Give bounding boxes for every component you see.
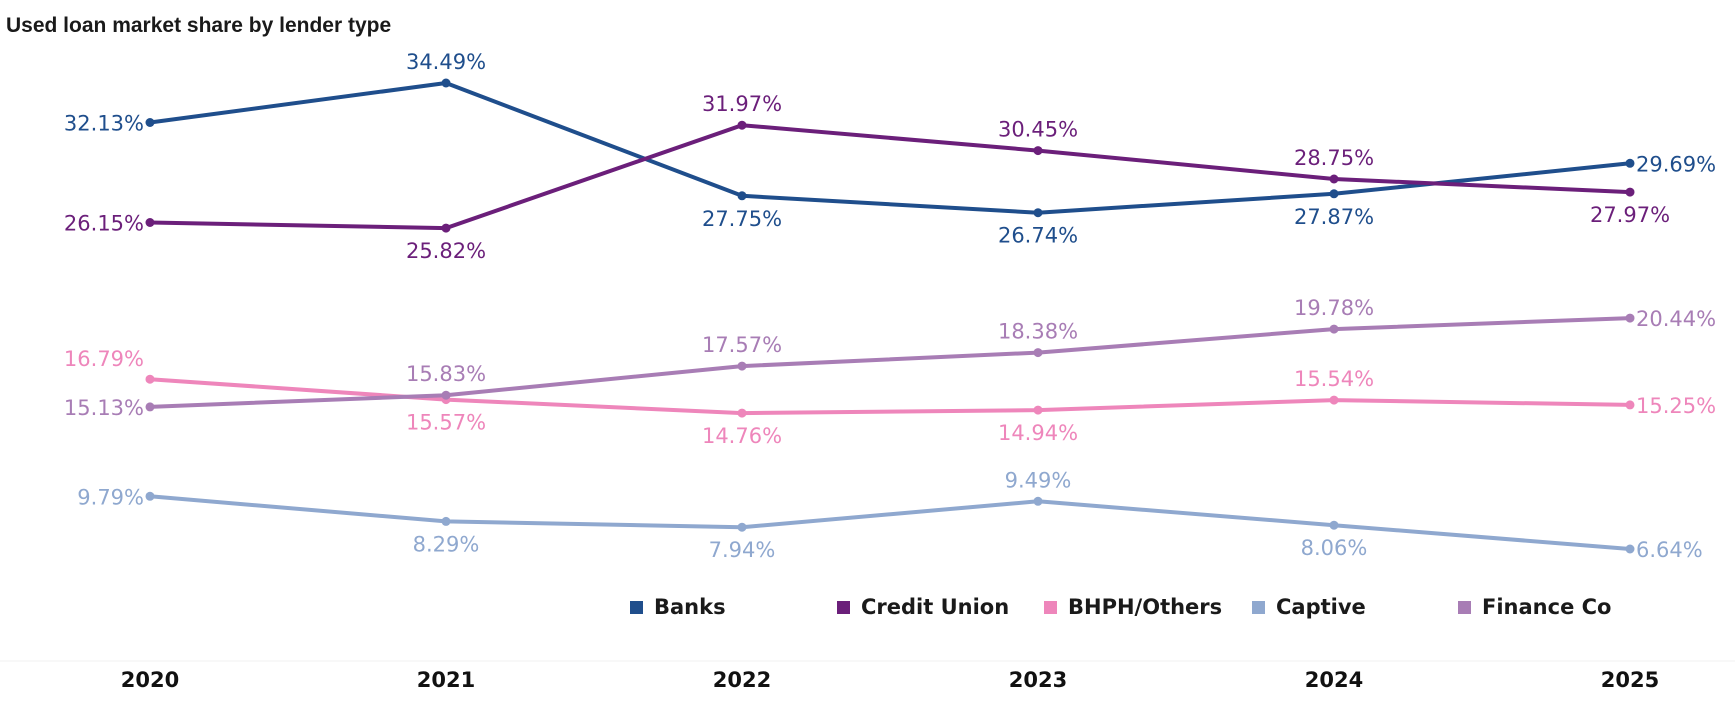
data-label-credit-union-2025: 27.97% — [1590, 203, 1670, 227]
point-captive-2021 — [441, 516, 451, 526]
data-label-bhph-others-2021: 15.57% — [406, 411, 486, 435]
point-credit-union-2020 — [145, 218, 155, 227]
point-credit-union-2023 — [1033, 146, 1043, 156]
series-lines — [148, 81, 1632, 551]
legend-item-credit-union: Credit Union — [837, 595, 1009, 619]
legend-item-bhph-others: BHPH/Others — [1044, 595, 1222, 619]
legend-label-bhph-others: BHPH/Others — [1068, 595, 1222, 619]
point-banks-2021 — [441, 78, 451, 88]
data-label-finance-co-2022: 17.57% — [702, 333, 782, 357]
data-label-captive-2022: 7.94% — [709, 538, 776, 562]
data-label-finance-co-2023: 18.38% — [998, 320, 1078, 344]
legend-swatch-credit-union — [837, 601, 850, 614]
data-label-finance-co-2025: 20.44% — [1636, 307, 1716, 331]
line-finance-co — [148, 316, 1632, 409]
data-label-bhph-others-2023: 14.94% — [998, 421, 1078, 445]
data-label-finance-co-2024: 19.78% — [1294, 296, 1374, 320]
data-label-bhph-others-2025: 15.25% — [1636, 394, 1716, 418]
point-banks-2020 — [145, 118, 155, 127]
series-points — [145, 78, 1635, 554]
legend-swatch-finance-co — [1458, 601, 1471, 614]
data-label-bhph-others-2020: 16.79% — [64, 347, 144, 371]
point-finance-co-2024 — [1329, 324, 1339, 334]
data-label-banks-2022: 27.75% — [702, 207, 782, 231]
point-credit-union-2021 — [441, 223, 451, 233]
x-axis: 2020 2021 2022 2023 2024 2025 — [0, 660, 1735, 692]
x-tick-2021: 2021 — [417, 668, 475, 692]
point-bhph-others-2020 — [145, 374, 155, 384]
data-label-captive-2021: 8.29% — [413, 532, 480, 556]
point-credit-union-2024 — [1329, 174, 1339, 184]
data-label-credit-union-2020: 26.15% — [64, 212, 144, 236]
data-label-captive-2024: 8.06% — [1301, 536, 1368, 560]
point-finance-co-2021 — [441, 390, 451, 400]
data-label-credit-union-2021: 25.82% — [406, 239, 486, 263]
data-label-finance-co-2020: 15.13% — [64, 396, 144, 420]
data-label-captive-2025: 6.64% — [1636, 538, 1703, 562]
data-label-bhph-others-2024: 15.54% — [1294, 367, 1374, 391]
point-finance-co-2022 — [737, 361, 747, 371]
data-label-banks-2023: 26.74% — [998, 224, 1078, 248]
legend-label-banks: Banks — [654, 595, 726, 619]
x-tick-2020: 2020 — [121, 668, 179, 692]
legend-item-captive: Captive — [1252, 595, 1366, 619]
point-credit-union-2025 — [1625, 187, 1635, 197]
legend-swatch-captive — [1252, 601, 1265, 614]
data-label-banks-2021: 34.49% — [406, 50, 486, 74]
line-captive — [148, 494, 1632, 551]
point-captive-2025 — [1625, 544, 1635, 554]
data-label-banks-2024: 27.87% — [1294, 205, 1374, 229]
data-labels: 32.13% 34.49% 27.75% 26.74% 27.87% 29.69% 26.1… — [64, 50, 1716, 562]
data-label-captive-2023: 9.49% — [1005, 468, 1072, 492]
legend-label-captive: Captive — [1276, 595, 1366, 619]
point-captive-2024 — [1329, 520, 1339, 530]
point-finance-co-2020 — [145, 402, 155, 412]
data-label-credit-union-2022: 31.97% — [702, 92, 782, 116]
point-bhph-others-2023 — [1033, 405, 1043, 415]
chart-title: Used loan market share by lender type — [6, 14, 392, 37]
point-bhph-others-2025 — [1625, 400, 1635, 410]
point-finance-co-2023 — [1033, 348, 1043, 358]
data-label-captive-2020: 9.79% — [77, 485, 144, 509]
point-captive-2020 — [145, 491, 155, 501]
data-label-credit-union-2023: 30.45% — [998, 118, 1078, 142]
x-tick-2024: 2024 — [1305, 668, 1363, 692]
point-bhph-others-2024 — [1329, 395, 1339, 405]
legend-swatch-bhph-others — [1044, 601, 1057, 614]
point-banks-2023 — [1033, 208, 1043, 218]
data-label-credit-union-2024: 28.75% — [1294, 146, 1374, 170]
legend-swatch-banks — [630, 601, 643, 614]
data-label-bhph-others-2022: 14.76% — [702, 424, 782, 448]
x-tick-2025: 2025 — [1601, 668, 1659, 692]
data-label-banks-2025: 29.69% — [1636, 152, 1716, 176]
data-label-banks-2020: 32.13% — [64, 112, 144, 136]
point-finance-co-2025 — [1625, 313, 1635, 323]
legend-label-finance-co: Finance Co — [1482, 595, 1611, 619]
legend-item-finance-co: Finance Co — [1458, 595, 1611, 619]
point-credit-union-2022 — [737, 120, 747, 130]
point-banks-2025 — [1625, 158, 1635, 168]
point-banks-2024 — [1329, 189, 1339, 199]
line-banks — [148, 81, 1632, 215]
data-label-finance-co-2021: 15.83% — [406, 362, 486, 386]
legend: Banks Credit Union BHPH/Others Captive Finan… — [630, 595, 1611, 619]
point-bhph-others-2022 — [737, 408, 747, 418]
x-tick-2023: 2023 — [1009, 668, 1067, 692]
line-credit-union — [148, 123, 1632, 231]
legend-item-banks: Banks — [630, 595, 726, 619]
point-banks-2022 — [737, 191, 747, 201]
point-captive-2022 — [737, 522, 747, 532]
point-captive-2023 — [1033, 496, 1043, 506]
legend-label-credit-union: Credit Union — [861, 595, 1009, 619]
x-tick-2022: 2022 — [713, 668, 771, 692]
